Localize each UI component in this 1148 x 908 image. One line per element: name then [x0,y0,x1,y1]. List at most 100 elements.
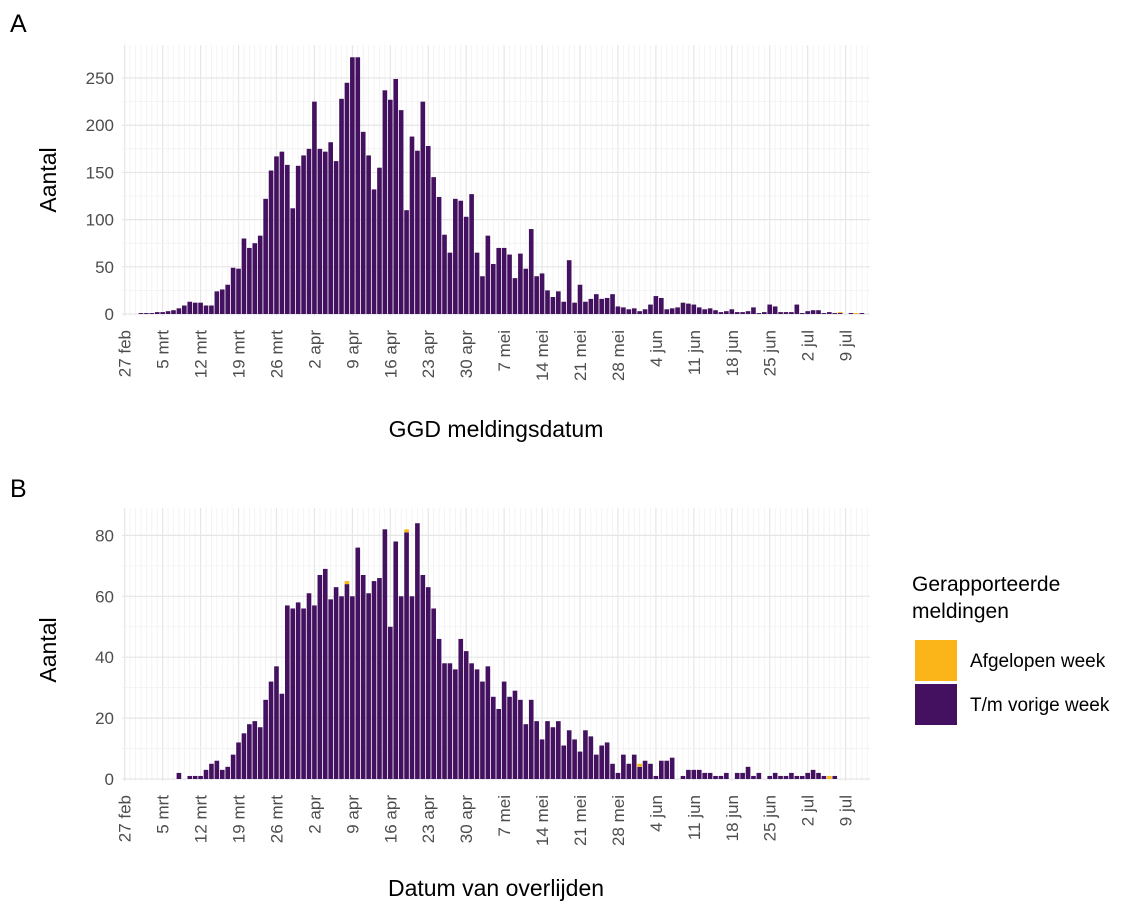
bar [339,596,344,779]
bar [268,170,274,314]
bar [789,772,794,779]
bar [550,727,556,779]
bar [799,775,805,779]
bar [566,260,572,314]
x-tick-label: 9 apr [343,795,362,834]
bar [507,254,512,314]
bar [772,772,778,779]
legend-swatch [915,684,957,725]
bar [496,247,502,314]
x-tick-label: 4 jun [647,330,666,367]
x-tick-label: 23 apr [419,330,438,379]
bar [724,311,729,314]
bar [621,754,626,779]
bar [322,151,328,314]
bar [599,745,605,779]
bar [474,252,480,314]
bar [556,291,561,314]
bar [783,312,789,314]
bar [583,730,588,779]
bar [225,284,231,314]
bar [404,210,409,314]
x-tick-label: 7 mei [495,795,514,837]
x-tick-label: 12 mrt [192,330,211,378]
bar [821,313,827,314]
x-tick-label: 30 apr [457,795,476,844]
bar [306,148,312,314]
bar [572,302,577,314]
bar [572,739,577,779]
bar [436,638,442,779]
bar [561,745,567,779]
x-tick-label: 26 mrt [267,795,286,843]
bar [534,721,539,779]
bar [778,775,783,779]
bar [664,760,670,779]
bar [593,754,599,779]
bar [653,775,659,779]
x-tick-label: 11 jun [685,330,704,375]
bar [257,727,263,779]
bar [691,304,697,314]
x-tick-label: 16 apr [381,795,400,844]
bar [480,681,485,779]
x-tick-label: 9 apr [343,330,362,369]
bar [247,724,252,779]
bar [425,145,431,314]
bar [512,690,518,779]
bar [317,148,323,314]
bar [263,699,268,779]
bar [702,309,707,314]
bar [756,772,762,779]
x-tick-label: 2 jul [799,330,818,361]
x-tick-label: 19 mrt [230,795,249,843]
bar [702,772,707,779]
panel-label: A [10,10,27,38]
bar [637,763,642,767]
bar [371,581,377,779]
bar [279,151,285,314]
bar [827,775,832,779]
y-tick-label: 200 [86,116,114,135]
bar [485,235,491,314]
bar [415,150,420,314]
bar [528,229,534,314]
bar [279,693,285,779]
bar [192,775,198,779]
bar [696,307,702,314]
x-tick-label: 14 mei [533,330,552,381]
bar [794,304,800,314]
bar [556,721,561,779]
bar [442,663,447,779]
bar [377,578,382,779]
y-tick-label: 50 [95,258,114,277]
bar [816,310,821,314]
bar [333,161,339,314]
bar [631,754,637,779]
bar [209,763,214,779]
bar [550,297,556,314]
bar [241,733,247,779]
bar [295,602,301,779]
bar [203,305,209,314]
bar [528,699,534,779]
bar [458,200,464,314]
bar [328,599,333,779]
bar [225,766,231,779]
bar [328,142,333,314]
bar [355,547,361,779]
bar [198,775,203,779]
bar [767,304,773,314]
bar [268,681,274,779]
x-tick-label: 2 apr [305,330,324,369]
bar [518,253,523,314]
y-axis-title: Aantal [35,147,61,212]
bar [501,247,507,314]
x-axis-title: GGD meldingsdatum [389,416,604,442]
x-tick-label: 27 feb [116,795,135,842]
bar [848,313,854,314]
bar [469,194,474,314]
bar [322,568,328,779]
bar [355,57,361,315]
bar [366,593,371,779]
